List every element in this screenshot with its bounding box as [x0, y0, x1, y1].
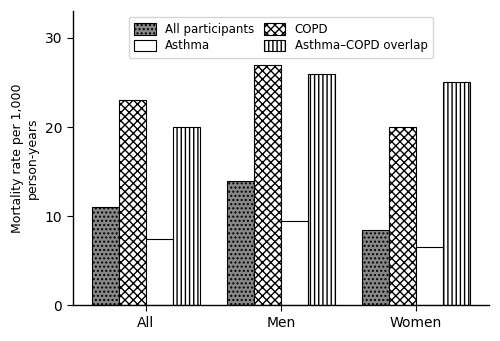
Bar — [146, 239, 172, 306]
Y-axis label: Mortality rate per 1,000
person-years: Mortality rate per 1,000 person-years — [11, 84, 39, 233]
Bar — [416, 248, 443, 306]
Bar — [226, 181, 254, 306]
Bar — [254, 65, 281, 306]
Bar — [389, 127, 416, 306]
Bar — [281, 221, 308, 306]
Bar — [362, 229, 389, 306]
Bar — [172, 127, 200, 306]
Bar — [443, 83, 470, 306]
Bar — [92, 207, 118, 306]
Bar — [308, 74, 335, 306]
Bar — [118, 100, 146, 306]
Legend: All participants, Asthma, COPD, Asthma–COPD overlap: All participants, Asthma, COPD, Asthma–C… — [128, 17, 434, 58]
